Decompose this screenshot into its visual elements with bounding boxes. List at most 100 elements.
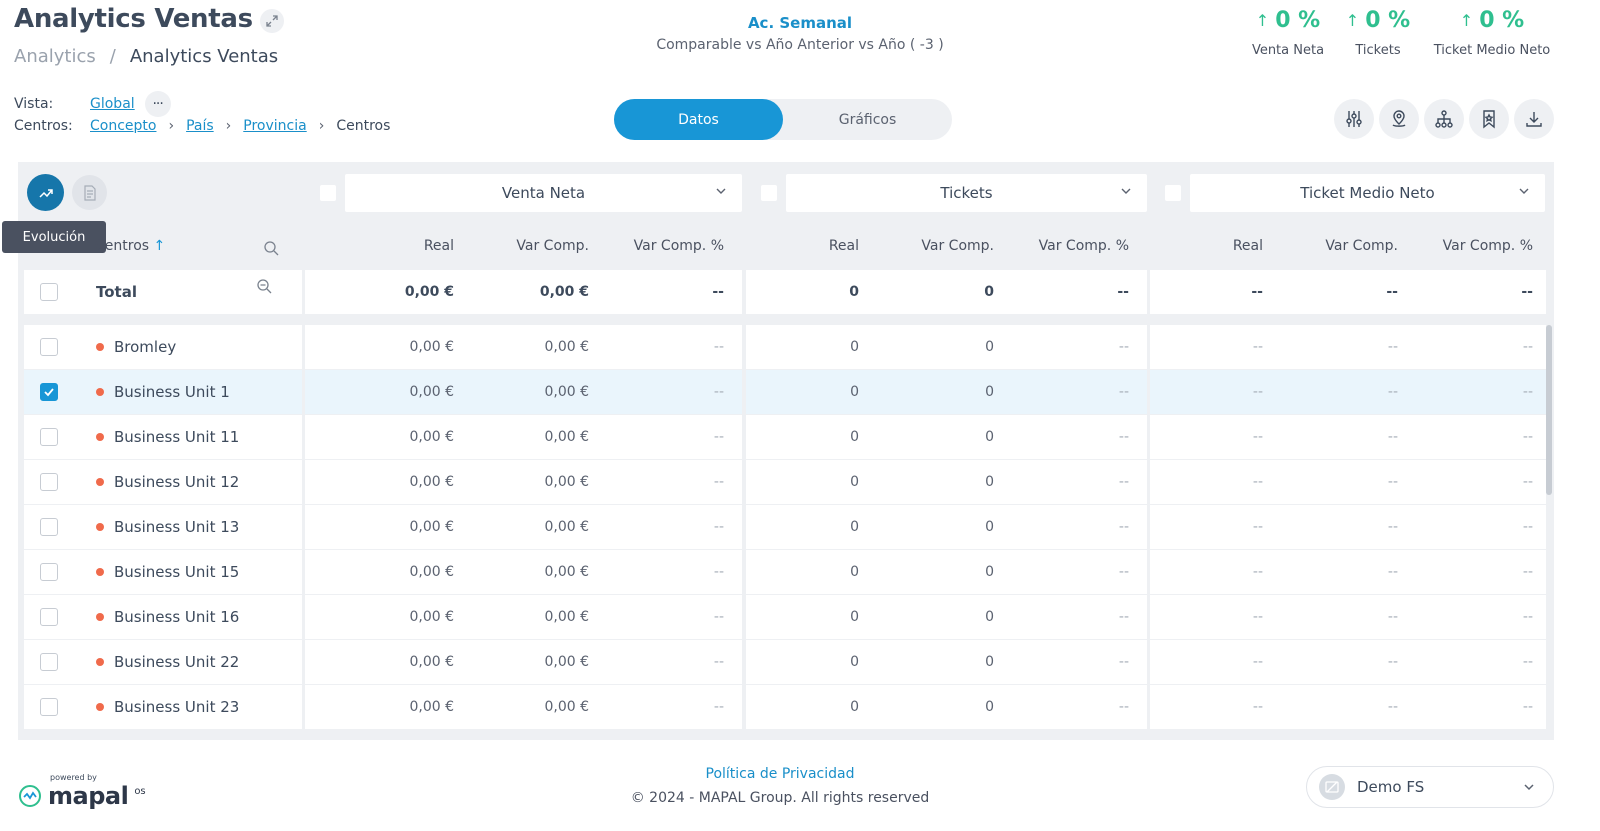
column-header-var-comp-pct[interactable]: Var Comp. % [1038,238,1129,254]
row-checkbox[interactable] [40,698,58,716]
scrollbar[interactable] [1546,325,1552,495]
table-cell: -- [713,564,724,580]
location-button[interactable] [1379,99,1419,139]
table-cell: -- [1118,654,1129,670]
row-checkbox[interactable] [40,653,58,671]
metric-checkbox[interactable] [761,185,777,201]
table-row[interactable]: Business Unit 13 0,00 € 0,00 € -- 0 0 -- -- -- -- [24,505,1546,549]
vista-label: Vista: [14,96,54,112]
row-name: Business Unit 1 [96,370,230,414]
row-checkbox[interactable] [40,383,58,401]
table-row[interactable]: Business Unit 22 0,00 € 0,00 € -- 0 0 -- -- -- -- [24,640,1546,684]
hierarchy-button[interactable] [1424,99,1464,139]
tab-datos[interactable]: Datos [614,99,783,140]
arrow-up-icon: ↑ [1255,11,1270,30]
column-header-var-comp-pct[interactable]: Var Comp. % [633,238,724,254]
expand-button[interactable] [260,9,284,33]
company-selector[interactable]: Demo FS [1306,766,1554,808]
metric-checkbox[interactable] [1165,185,1181,201]
row-checkbox[interactable] [40,338,58,356]
period-title[interactable]: Ac. Semanal [747,14,853,32]
table-row[interactable]: Business Unit 15 0,00 € 0,00 € -- 0 0 -- -- -- -- [24,550,1546,594]
column-header-var-comp[interactable]: Var Comp. [1325,238,1398,254]
column-header-real[interactable]: Real [423,238,454,254]
table-cell: -- [1118,519,1129,535]
evolution-button[interactable] [27,174,64,211]
period-subtitle: Comparable vs Año Anterior vs Año ( -3 ) [656,37,944,53]
table-row[interactable]: Business Unit 23 0,00 € 0,00 € -- 0 0 -- -- -- -- [24,685,1546,729]
row-checkbox[interactable] [40,518,58,536]
table-cell: -- [1387,339,1398,355]
row-checkbox[interactable] [40,473,58,491]
chevron-down-icon [1121,188,1131,194]
table-cell: -- [1522,339,1533,355]
table-row[interactable]: Bromley 0,00 € 0,00 € -- 0 0 -- -- -- -- [24,325,1546,369]
table-cell: -- [1118,474,1129,490]
filters-button[interactable] [1334,99,1374,139]
table-row[interactable]: Business Unit 16 0,00 € 0,00 € -- 0 0 -- -- -- -- [24,595,1546,639]
table-cell: 0,00 € [409,654,454,670]
hierarchy-icon [1435,110,1453,128]
table-cell: -- [1522,384,1533,400]
row-checkbox[interactable] [40,608,58,626]
table-cell: -- [1522,564,1533,580]
column-header-real[interactable]: Real [828,238,859,254]
table-cell: 0 [985,474,994,490]
table-row[interactable]: Business Unit 12 0,00 € 0,00 € -- 0 0 -- -- -- -- [24,460,1546,504]
tab-graficos[interactable]: Gráficos [838,111,897,128]
table-cell: 0 [850,429,859,445]
table-row[interactable]: Business Unit 1 0,00 € 0,00 € -- 0 0 -- -- -- -- [24,370,1546,414]
bookmark-button[interactable] [1469,99,1509,139]
total-cell: 0,00 € [539,284,589,300]
table-cell: -- [1118,384,1129,400]
total-cell: 0 [849,284,859,300]
report-button[interactable] [72,175,107,210]
column-header-centros[interactable]: Centros ↑ [95,238,165,254]
total-cell: -- [712,284,724,300]
privacy-link[interactable]: Política de Privacidad [705,766,855,782]
table-cell: -- [713,474,724,490]
table-cell: -- [1118,564,1129,580]
column-header-real[interactable]: Real [1232,238,1263,254]
path-pais-link[interactable]: País [186,118,214,134]
more-options-button[interactable]: ··· [144,91,171,117]
table-row[interactable]: Business Unit 11 0,00 € 0,00 € -- 0 0 -- -- -- -- [24,415,1546,459]
total-cell: 0 [984,284,994,300]
row-name: Business Unit 13 [96,505,239,549]
chevron-down-icon [716,188,726,194]
metric-checkbox[interactable] [320,185,336,201]
table-cell: -- [713,609,724,625]
table-cell: -- [713,654,724,670]
row-name: Business Unit 11 [96,415,239,459]
row-label: Business Unit 16 [114,608,240,626]
zoom-out-icon[interactable] [256,278,272,294]
column-header-var-comp-pct[interactable]: Var Comp. % [1442,238,1533,254]
download-button[interactable] [1514,99,1554,139]
breadcrumb-parent[interactable]: Analytics [14,46,96,67]
expand-icon [266,15,278,27]
path-concepto-link[interactable]: Concepto [90,118,157,134]
metric-selector-venta-neta[interactable]: Venta Neta [345,174,742,212]
column-header-var-comp[interactable]: Var Comp. [921,238,994,254]
search-icon[interactable] [263,240,279,256]
row-checkbox[interactable] [40,563,58,581]
table-cell: -- [1252,519,1263,535]
table-cell: -- [1522,609,1533,625]
path-provincia-link[interactable]: Provincia [243,118,307,134]
status-dot [96,343,104,351]
metric-selector-tickets[interactable]: Tickets [786,174,1147,212]
row-checkbox[interactable] [40,428,58,446]
column-header-var-comp[interactable]: Var Comp. [516,238,589,254]
vista-link[interactable]: Global [90,96,135,112]
status-dot [96,433,104,441]
footer: Política de Privacidad © 2024 - MAPAL Gr… [580,766,980,806]
logo-suffix: os [134,785,146,797]
logo-text: mapal [48,782,129,810]
metric-selector-ticket-medio-neto[interactable]: Ticket Medio Neto [1190,174,1545,212]
total-checkbox[interactable] [40,283,58,301]
table-cell: -- [1118,699,1129,715]
chevron-down-icon [1524,784,1534,791]
table-body: Bromley 0,00 €0,00 € -- 0 0 -- -- -- -- Business … [24,325,1546,730]
image-placeholder-icon [1325,781,1339,793]
table-cell: -- [1387,429,1398,445]
